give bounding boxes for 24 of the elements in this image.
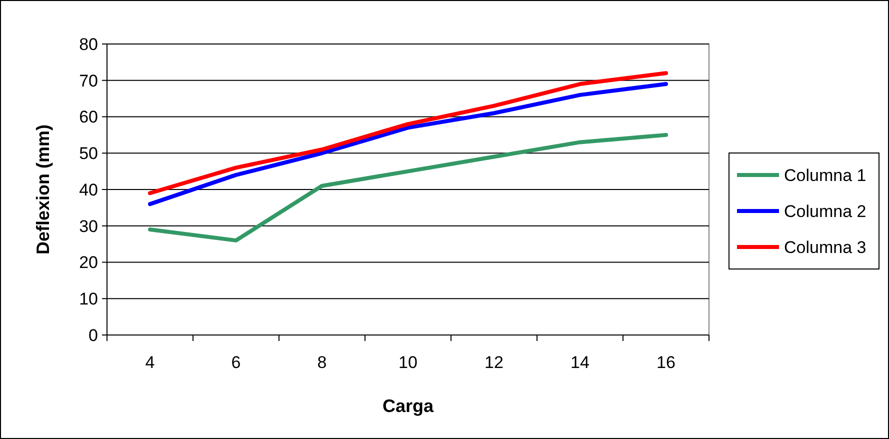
- x-tick-label: 4: [145, 353, 155, 372]
- y-tick-label: 20: [79, 253, 98, 272]
- y-tick-label: 10: [79, 290, 98, 309]
- y-tick-label: 70: [79, 71, 98, 90]
- y-tick-label: 50: [79, 144, 98, 164]
- y-tick-label: 0: [88, 326, 98, 345]
- x-axis-title: Carga: [382, 396, 434, 416]
- x-tick-label: 10: [398, 353, 418, 372]
- legend-label: Columna 2: [784, 202, 866, 221]
- x-tick-label: 6: [231, 353, 241, 372]
- x-tick-label: 12: [484, 353, 504, 372]
- legend-label: Columna 1: [784, 166, 866, 185]
- line-series: [148, 132, 668, 242]
- y-tick-label: 60: [79, 108, 98, 127]
- legend-label: Columna 3: [784, 238, 866, 257]
- x-tick-label: 14: [570, 353, 590, 372]
- x-tick-label: 8: [317, 353, 327, 372]
- y-axis-title: Deflexion (mm): [33, 124, 53, 255]
- y-tick-label: 80: [79, 34, 98, 54]
- x-tick-label: 16: [656, 353, 676, 372]
- line-series: [148, 71, 668, 196]
- y-tick-label: 30: [79, 216, 98, 236]
- y-tick-label: 40: [79, 180, 98, 200]
- line-series: [148, 82, 668, 206]
